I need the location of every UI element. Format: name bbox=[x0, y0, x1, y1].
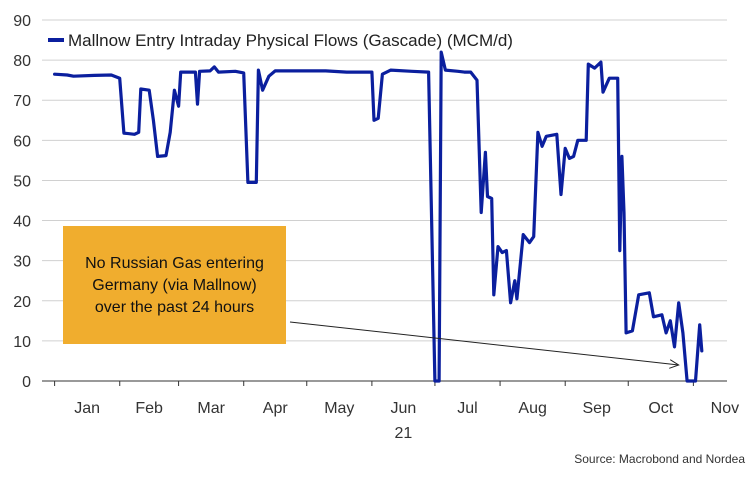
annotation-box bbox=[63, 226, 286, 344]
y-tick-label: 90 bbox=[13, 13, 31, 30]
annotation-text: No Russian Gas entering bbox=[85, 255, 264, 272]
x-axis: Jan Feb Mar Apr May Jun Jul Aug Sep Oct Nov 21 bbox=[42, 380, 739, 442]
annotation-text: Germany (via Mallnow) bbox=[92, 277, 256, 294]
x-tick-label: Apr bbox=[263, 400, 289, 417]
y-tick-label: 30 bbox=[13, 254, 31, 271]
annotation-arrow bbox=[289, 321, 679, 366]
x-tick-label: Jan bbox=[74, 400, 100, 417]
annotation-arrowhead bbox=[669, 359, 680, 369]
x-tick-label: Jul bbox=[457, 400, 477, 417]
source-note: Source: Macrobond and Nordea bbox=[574, 452, 745, 466]
x-tick-label: Feb bbox=[135, 400, 163, 417]
series-line bbox=[53, 50, 704, 383]
y-tick-label: 60 bbox=[13, 133, 31, 150]
y-tick-label: 20 bbox=[13, 294, 31, 311]
x-tick-label: Oct bbox=[648, 400, 673, 417]
series-lines bbox=[53, 50, 704, 383]
annotation: No Russian Gas entering Germany (via Mall… bbox=[63, 226, 680, 369]
y-tick-label: 80 bbox=[13, 53, 31, 70]
x-tick-label: Sep bbox=[582, 400, 611, 417]
y-tick-label: 0 bbox=[22, 374, 31, 391]
y-tick-label: 70 bbox=[13, 93, 31, 110]
y-tick-label: 40 bbox=[13, 214, 31, 231]
x-year-label: 21 bbox=[395, 425, 413, 442]
legend: Mallnow Entry Intraday Physical Flows (G… bbox=[48, 31, 513, 50]
x-tick-label: Mar bbox=[197, 400, 225, 417]
y-tick-label: 50 bbox=[13, 173, 31, 190]
y-axis: 0 10 20 30 40 50 60 70 80 90 bbox=[13, 13, 31, 391]
x-tick-label: Nov bbox=[711, 400, 739, 417]
x-tick-label: May bbox=[324, 400, 354, 417]
x-tick-label: Jun bbox=[391, 400, 417, 417]
annotation-text: over the past 24 hours bbox=[95, 299, 254, 316]
x-tick-label: Aug bbox=[518, 400, 546, 417]
legend-label: Mallnow Entry Intraday Physical Flows (G… bbox=[68, 31, 513, 50]
y-tick-label: 10 bbox=[13, 334, 31, 351]
